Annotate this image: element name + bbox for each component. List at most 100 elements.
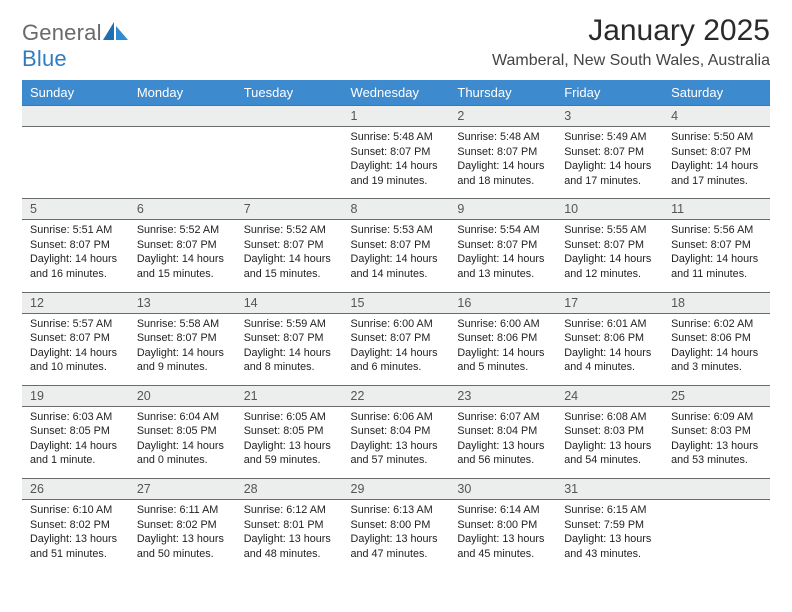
day-detail-cell: Sunrise: 6:13 AMSunset: 8:00 PMDaylight:… xyxy=(343,500,450,572)
day-number: 9 xyxy=(449,199,556,219)
day-detail-cell xyxy=(22,127,129,199)
day-detail-cell: Sunrise: 5:59 AMSunset: 8:07 PMDaylight:… xyxy=(236,313,343,385)
day-detail-cell: Sunrise: 6:02 AMSunset: 8:06 PMDaylight:… xyxy=(663,313,770,385)
day-number: 15 xyxy=(343,293,450,313)
day-number: 20 xyxy=(129,386,236,406)
calendar-body: 1234 Sunrise: 5:48 AMSunset: 8:07 PMDayl… xyxy=(22,106,770,572)
day-detail-cell: Sunrise: 5:48 AMSunset: 8:07 PMDaylight:… xyxy=(449,127,556,199)
day-number: 30 xyxy=(449,479,556,499)
day-detail-cell: Sunrise: 6:04 AMSunset: 8:05 PMDaylight:… xyxy=(129,406,236,478)
day-detail-cell: Sunrise: 5:49 AMSunset: 8:07 PMDaylight:… xyxy=(556,127,663,199)
day-detail-cell: Sunrise: 5:52 AMSunset: 8:07 PMDaylight:… xyxy=(236,220,343,292)
week-daynum-row: 567891011 xyxy=(22,199,770,220)
day-detail-text: Sunrise: 6:06 AMSunset: 8:04 PMDaylight:… xyxy=(343,407,450,478)
day-detail-cell: Sunrise: 6:08 AMSunset: 8:03 PMDaylight:… xyxy=(556,406,663,478)
day-detail-text: Sunrise: 5:52 AMSunset: 8:07 PMDaylight:… xyxy=(236,220,343,291)
day-detail-text: Sunrise: 5:55 AMSunset: 8:07 PMDaylight:… xyxy=(556,220,663,291)
week-daynum-row: 1234 xyxy=(22,106,770,127)
sail-icon xyxy=(103,22,129,40)
day-detail-cell: Sunrise: 5:51 AMSunset: 8:07 PMDaylight:… xyxy=(22,220,129,292)
week-daynum-row: 12131415161718 xyxy=(22,292,770,313)
day-detail-text: Sunrise: 5:59 AMSunset: 8:07 PMDaylight:… xyxy=(236,314,343,385)
weekday-header: Friday xyxy=(556,80,663,106)
day-number: 6 xyxy=(129,199,236,219)
day-detail-cell: Sunrise: 6:09 AMSunset: 8:03 PMDaylight:… xyxy=(663,406,770,478)
day-number-cell: 17 xyxy=(556,292,663,313)
calendar-table: SundayMondayTuesdayWednesdayThursdayFrid… xyxy=(22,80,770,571)
day-number: 12 xyxy=(22,293,129,313)
day-number-cell: 31 xyxy=(556,479,663,500)
day-number-cell: 5 xyxy=(22,199,129,220)
day-detail-cell: Sunrise: 6:06 AMSunset: 8:04 PMDaylight:… xyxy=(343,406,450,478)
day-number-cell: 1 xyxy=(343,106,450,127)
day-detail-cell: Sunrise: 6:07 AMSunset: 8:04 PMDaylight:… xyxy=(449,406,556,478)
week-text-row: Sunrise: 6:03 AMSunset: 8:05 PMDaylight:… xyxy=(22,406,770,478)
week-text-row: Sunrise: 5:51 AMSunset: 8:07 PMDaylight:… xyxy=(22,220,770,292)
day-detail-text: Sunrise: 6:08 AMSunset: 8:03 PMDaylight:… xyxy=(556,407,663,478)
week-text-row: Sunrise: 5:48 AMSunset: 8:07 PMDaylight:… xyxy=(22,127,770,199)
logo-word-1: General xyxy=(22,20,102,45)
day-detail-text: Sunrise: 6:12 AMSunset: 8:01 PMDaylight:… xyxy=(236,500,343,571)
day-number-cell: 25 xyxy=(663,385,770,406)
day-number-cell: 20 xyxy=(129,385,236,406)
day-number-cell: 22 xyxy=(343,385,450,406)
day-detail-text: Sunrise: 6:03 AMSunset: 8:05 PMDaylight:… xyxy=(22,407,129,478)
day-number-cell: 9 xyxy=(449,199,556,220)
day-detail-cell: Sunrise: 5:52 AMSunset: 8:07 PMDaylight:… xyxy=(129,220,236,292)
day-number: 25 xyxy=(663,386,770,406)
day-detail-text: Sunrise: 5:53 AMSunset: 8:07 PMDaylight:… xyxy=(343,220,450,291)
day-number-cell: 24 xyxy=(556,385,663,406)
day-number-cell: 30 xyxy=(449,479,556,500)
day-detail-text: Sunrise: 5:49 AMSunset: 8:07 PMDaylight:… xyxy=(556,127,663,198)
day-number-cell xyxy=(129,106,236,127)
day-detail-cell: Sunrise: 6:12 AMSunset: 8:01 PMDaylight:… xyxy=(236,500,343,572)
day-detail-text: Sunrise: 6:09 AMSunset: 8:03 PMDaylight:… xyxy=(663,407,770,478)
day-number-cell: 29 xyxy=(343,479,450,500)
location-subtitle: Wamberal, New South Wales, Australia xyxy=(492,52,770,70)
day-number-cell: 18 xyxy=(663,292,770,313)
day-number: 13 xyxy=(129,293,236,313)
day-number-cell: 19 xyxy=(22,385,129,406)
day-detail-text: Sunrise: 5:54 AMSunset: 8:07 PMDaylight:… xyxy=(449,220,556,291)
day-number-empty xyxy=(22,106,129,126)
calendar-header-row: SundayMondayTuesdayWednesdayThursdayFrid… xyxy=(22,80,770,106)
day-number-cell: 28 xyxy=(236,479,343,500)
day-detail-text: Sunrise: 6:10 AMSunset: 8:02 PMDaylight:… xyxy=(22,500,129,571)
day-number-empty xyxy=(663,479,770,499)
day-number-cell: 21 xyxy=(236,385,343,406)
day-number-cell: 23 xyxy=(449,385,556,406)
day-number: 23 xyxy=(449,386,556,406)
week-daynum-row: 19202122232425 xyxy=(22,385,770,406)
day-number: 18 xyxy=(663,293,770,313)
week-text-row: Sunrise: 5:57 AMSunset: 8:07 PMDaylight:… xyxy=(22,313,770,385)
day-detail-text xyxy=(236,127,343,179)
day-number-cell: 16 xyxy=(449,292,556,313)
day-detail-cell: Sunrise: 6:00 AMSunset: 8:06 PMDaylight:… xyxy=(449,313,556,385)
day-number-cell: 15 xyxy=(343,292,450,313)
day-number: 10 xyxy=(556,199,663,219)
day-detail-text: Sunrise: 6:13 AMSunset: 8:00 PMDaylight:… xyxy=(343,500,450,571)
day-detail-cell xyxy=(663,500,770,572)
day-number: 31 xyxy=(556,479,663,499)
day-detail-text: Sunrise: 5:58 AMSunset: 8:07 PMDaylight:… xyxy=(129,314,236,385)
calendar-page: GeneralBlue January 2025 Wamberal, New S… xyxy=(0,0,792,612)
day-number: 4 xyxy=(663,106,770,126)
header: GeneralBlue January 2025 Wamberal, New S… xyxy=(22,14,770,72)
day-detail-text: Sunrise: 6:14 AMSunset: 8:00 PMDaylight:… xyxy=(449,500,556,571)
day-number: 22 xyxy=(343,386,450,406)
day-number-cell: 26 xyxy=(22,479,129,500)
day-number: 29 xyxy=(343,479,450,499)
week-daynum-row: 262728293031 xyxy=(22,479,770,500)
logo-word-2: Blue xyxy=(22,46,67,71)
day-number: 1 xyxy=(343,106,450,126)
day-detail-cell: Sunrise: 6:01 AMSunset: 8:06 PMDaylight:… xyxy=(556,313,663,385)
weekday-header: Monday xyxy=(129,80,236,106)
day-detail-cell: Sunrise: 5:54 AMSunset: 8:07 PMDaylight:… xyxy=(449,220,556,292)
day-detail-text: Sunrise: 6:07 AMSunset: 8:04 PMDaylight:… xyxy=(449,407,556,478)
week-text-row: Sunrise: 6:10 AMSunset: 8:02 PMDaylight:… xyxy=(22,500,770,572)
day-number: 16 xyxy=(449,293,556,313)
day-detail-text: Sunrise: 6:05 AMSunset: 8:05 PMDaylight:… xyxy=(236,407,343,478)
day-detail-cell: Sunrise: 5:58 AMSunset: 8:07 PMDaylight:… xyxy=(129,313,236,385)
day-number: 21 xyxy=(236,386,343,406)
day-detail-cell: Sunrise: 5:48 AMSunset: 8:07 PMDaylight:… xyxy=(343,127,450,199)
